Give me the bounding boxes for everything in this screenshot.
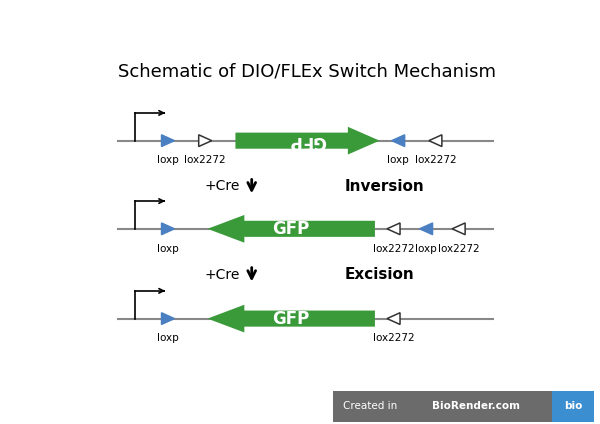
Text: BioRender.com: BioRender.com [432, 401, 520, 411]
Text: lox2272: lox2272 [184, 155, 226, 165]
Text: bio: bio [564, 401, 583, 411]
Text: GFP: GFP [272, 310, 310, 328]
Text: lox2272: lox2272 [373, 333, 415, 343]
Text: loxp: loxp [157, 243, 179, 254]
Text: lox2272: lox2272 [373, 243, 415, 254]
Text: GFP: GFP [272, 220, 310, 238]
Text: GFP: GFP [289, 132, 326, 150]
Polygon shape [208, 305, 375, 332]
Polygon shape [235, 127, 380, 154]
Text: Excision: Excision [344, 267, 415, 282]
Text: loxp: loxp [388, 155, 409, 165]
Bar [333, 391, 552, 422]
Polygon shape [429, 135, 442, 147]
Text: lox2272: lox2272 [438, 243, 479, 254]
Polygon shape [199, 135, 212, 147]
Polygon shape [452, 223, 465, 235]
Text: +Cre: +Cre [205, 268, 240, 282]
Polygon shape [161, 223, 175, 235]
Polygon shape [208, 215, 375, 243]
Polygon shape [161, 313, 175, 324]
Text: loxp: loxp [157, 155, 179, 165]
Bar [552, 391, 594, 422]
Text: Created in: Created in [343, 401, 401, 411]
Text: loxp: loxp [157, 333, 179, 343]
Text: Inversion: Inversion [344, 179, 424, 194]
Polygon shape [387, 313, 400, 324]
Polygon shape [419, 223, 433, 235]
Polygon shape [392, 135, 404, 147]
Text: +Cre: +Cre [205, 179, 240, 193]
Text: Schematic of DIO/FLEx Switch Mechanism: Schematic of DIO/FLEx Switch Mechanism [119, 62, 497, 80]
Text: loxp: loxp [415, 243, 437, 254]
Polygon shape [387, 223, 400, 235]
Polygon shape [161, 135, 175, 147]
Text: lox2272: lox2272 [415, 155, 456, 165]
